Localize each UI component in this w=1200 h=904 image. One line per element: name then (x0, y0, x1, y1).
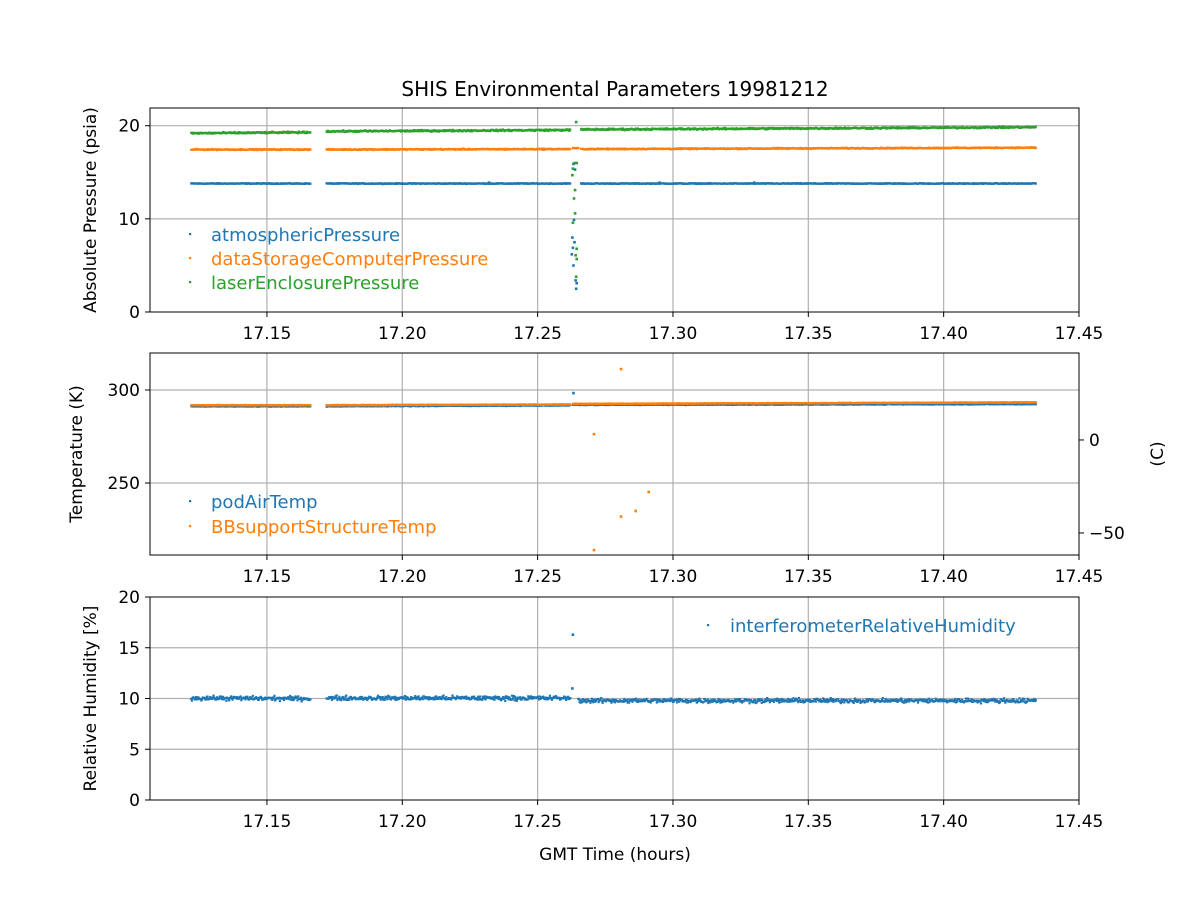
outlier-point (574, 212, 577, 215)
outlier-point (571, 253, 574, 256)
outlier-point (575, 282, 578, 285)
data-point (309, 183, 311, 185)
y-tick-label: 10 (118, 210, 140, 230)
legend-label: atmosphericPressure (211, 225, 400, 246)
outlier-point (572, 264, 575, 267)
outlier-point (575, 121, 578, 124)
x-axis-label: GMT Time (hours) (539, 845, 691, 865)
y-tick-label: 20 (118, 117, 140, 137)
outlier-point (574, 189, 577, 192)
y-axis-label: Absolute Pressure (psia) (81, 107, 101, 313)
legend-label: laserEnclosurePressure (211, 273, 419, 294)
legend-label: dataStorageComputerPressure (211, 249, 488, 270)
x-tick-label: 17.25 (513, 567, 562, 587)
data-point (1035, 183, 1037, 185)
outlier-point (572, 392, 575, 395)
data-point (569, 182, 571, 184)
y-tick-label: 250 (108, 474, 140, 494)
x-tick-label: 17.15 (243, 567, 292, 587)
x-tick-label: 17.15 (243, 324, 292, 344)
outlier-point (658, 181, 661, 184)
outlier-point (573, 219, 576, 222)
outlier-point (488, 181, 491, 184)
outlier-point (573, 241, 576, 244)
legend-marker (189, 257, 191, 259)
outlier-point (574, 279, 577, 282)
outlier-point (571, 174, 574, 177)
y-tick-label: 300 (108, 381, 140, 401)
y-right-tick-label: −50 (1089, 524, 1125, 544)
outlier-point (573, 197, 576, 200)
data-point (577, 147, 579, 149)
data-point (1035, 403, 1037, 405)
y-axis-label: Temperature (K) (67, 385, 87, 524)
y-tick-label: 0 (129, 303, 140, 323)
x-tick-label: 17.20 (378, 324, 427, 344)
data-point (1035, 147, 1037, 149)
outlier-point (571, 236, 574, 239)
legend-marker (189, 233, 191, 235)
outlier-point (572, 247, 575, 250)
data-point (309, 149, 311, 151)
x-tick-label: 17.40 (919, 567, 968, 587)
y-right-axis-label: (C) (1148, 441, 1168, 466)
x-tick-label: 17.20 (378, 567, 427, 587)
outlier-point (575, 288, 578, 291)
data-point (569, 148, 571, 150)
data-point (1035, 126, 1037, 128)
x-tick-label: 17.30 (649, 567, 698, 587)
outlier-point (575, 258, 578, 261)
outlier-point (574, 254, 577, 257)
legend-marker (189, 281, 191, 283)
x-tick-label: 17.45 (1055, 567, 1104, 587)
data-point (309, 131, 311, 133)
x-tick-label: 17.30 (649, 324, 698, 344)
chart-title: SHIS Environmental Parameters 19981212 (401, 77, 828, 101)
x-tick-label: 17.25 (513, 324, 562, 344)
outlier-point (575, 162, 578, 165)
x-tick-label: 17.35 (784, 324, 833, 344)
outlier-point (572, 167, 575, 170)
outlier-point (753, 181, 756, 184)
x-tick-label: 17.40 (919, 324, 968, 344)
outlier-point (575, 247, 578, 250)
x-tick-label: 17.35 (784, 567, 833, 587)
outlier-point (572, 221, 575, 224)
x-tick-label: 17.45 (1055, 324, 1104, 344)
y-right-tick-label: 0 (1089, 431, 1100, 451)
outlier-point (575, 275, 578, 278)
data-point (569, 128, 571, 130)
